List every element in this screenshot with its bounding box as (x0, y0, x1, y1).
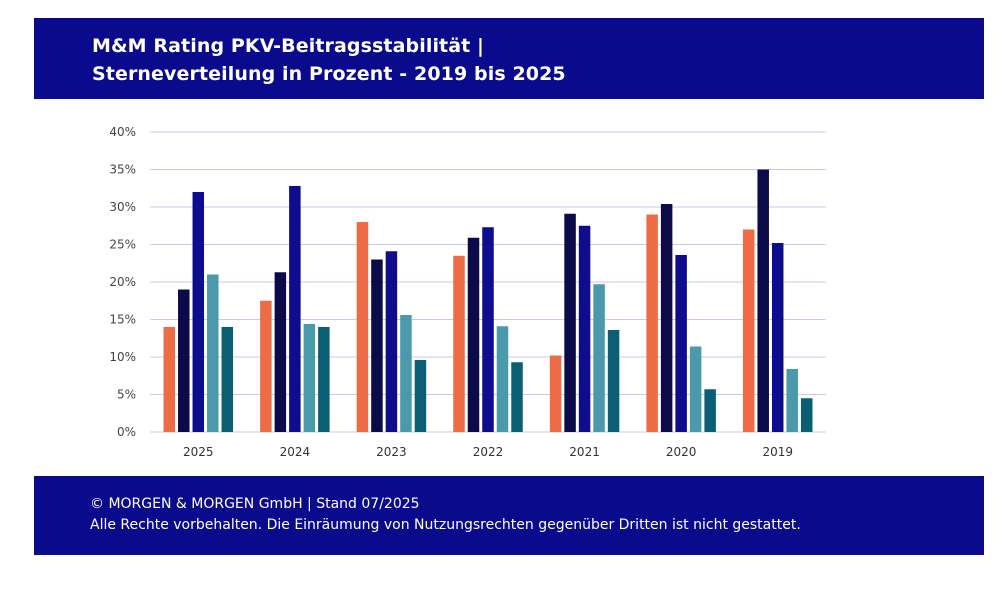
bar (511, 362, 523, 432)
chart-header: M&M Rating PKV-Beitragsstabilität | Ster… (34, 18, 984, 99)
x-tick-label: 2023 (376, 445, 407, 459)
bar (607, 330, 620, 432)
x-tick-label: 2022 (473, 445, 504, 459)
bar (178, 289, 190, 432)
bar (371, 259, 383, 432)
bar (467, 237, 480, 432)
bar (207, 274, 219, 432)
bar (318, 327, 330, 432)
y-tick-label: 40% (109, 125, 136, 139)
bar (192, 192, 205, 432)
bar (564, 213, 576, 432)
bar (356, 222, 369, 432)
bar (593, 284, 605, 432)
bar (496, 326, 509, 432)
bar (400, 315, 412, 432)
y-tick-label: 15% (109, 313, 136, 327)
y-tick-label: 25% (109, 238, 136, 252)
bar (742, 229, 755, 432)
copyright-footer: © MORGEN & MORGEN GmbH | Stand 07/2025 A… (34, 476, 984, 555)
bar (221, 327, 234, 432)
bar (689, 346, 702, 432)
bar (800, 398, 813, 432)
y-tick-label: 30% (109, 200, 136, 214)
bar (786, 369, 798, 432)
x-tick-label: 2019 (762, 445, 793, 459)
bar (274, 272, 287, 432)
x-tick-label: 2024 (280, 445, 311, 459)
chart-title-line-1: M&M Rating PKV-Beitragsstabilität | (92, 35, 485, 57)
x-tick-label: 2020 (666, 445, 697, 459)
x-tick-label: 2021 (569, 445, 600, 459)
bar (385, 251, 398, 432)
bar (704, 389, 716, 432)
y-tick-label: 5% (117, 388, 136, 402)
bar (646, 214, 658, 432)
bar (163, 327, 176, 432)
bar (303, 324, 316, 432)
bar (289, 186, 301, 432)
y-tick-label: 35% (109, 163, 136, 177)
bar (578, 225, 591, 432)
y-tick-label: 10% (109, 350, 136, 364)
bar (675, 255, 687, 432)
copyright-line: © MORGEN & MORGEN GmbH | Stand 07/2025 (90, 496, 420, 512)
bar (549, 355, 562, 432)
bar (453, 255, 465, 432)
y-tick-label: 20% (109, 275, 136, 289)
y-tick-label: 0% (117, 425, 136, 439)
bar (260, 300, 272, 432)
bar (660, 204, 673, 432)
bar (757, 169, 769, 432)
bar (771, 243, 784, 432)
bar (414, 360, 427, 432)
x-tick-label: 2025 (183, 445, 214, 459)
chart-title-line-2: Sterneverteilung in Prozent - 2019 bis 2… (92, 63, 566, 85)
bar (482, 227, 494, 432)
rights-notice: Alle Rechte vorbehalten. Die Einräumung … (90, 517, 801, 533)
